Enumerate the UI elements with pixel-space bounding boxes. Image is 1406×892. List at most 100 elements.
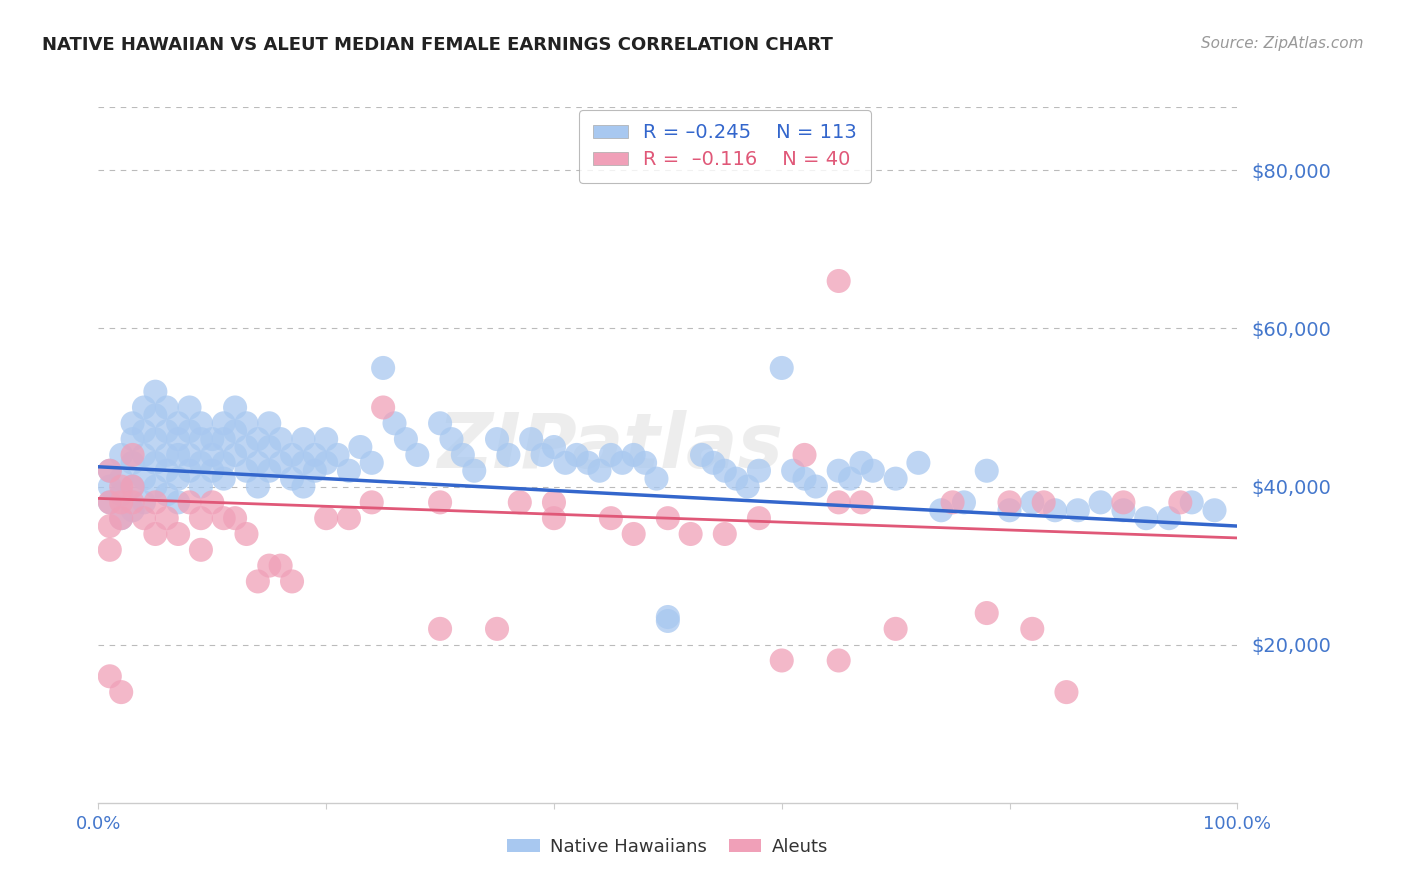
Point [98, 669, 121, 683]
Point [737, 479, 759, 493]
Point [509, 495, 531, 509]
Point [1157, 511, 1180, 525]
Point [1067, 503, 1090, 517]
Point [543, 495, 565, 509]
Point [793, 472, 815, 486]
Point [212, 432, 235, 446]
Point [224, 511, 246, 525]
Point [804, 479, 827, 493]
Point [121, 456, 143, 470]
Point [429, 495, 451, 509]
Point [132, 511, 155, 525]
Point [121, 417, 143, 431]
Point [1181, 495, 1204, 509]
Point [942, 495, 965, 509]
Point [1032, 495, 1054, 509]
Point [190, 432, 212, 446]
Point [121, 495, 143, 509]
Point [623, 448, 645, 462]
Point [326, 448, 349, 462]
Point [190, 417, 212, 431]
Point [190, 542, 212, 557]
Point [884, 622, 907, 636]
Point [179, 464, 201, 478]
Point [1043, 503, 1066, 517]
Point [1021, 495, 1043, 509]
Point [235, 464, 257, 478]
Point [498, 448, 520, 462]
Point [600, 448, 623, 462]
Point [429, 417, 451, 431]
Point [543, 511, 565, 525]
Point [98, 495, 121, 509]
Point [953, 495, 976, 509]
Point [406, 448, 429, 462]
Point [588, 464, 610, 478]
Point [98, 519, 121, 533]
Point [304, 448, 326, 462]
Point [884, 472, 907, 486]
Point [270, 432, 292, 446]
Point [132, 401, 155, 415]
Point [486, 622, 509, 636]
Point [110, 511, 132, 525]
Legend: Native Hawaiians, Aleuts: Native Hawaiians, Aleuts [501, 831, 835, 863]
Point [292, 479, 315, 493]
Point [976, 606, 998, 620]
Point [121, 479, 143, 493]
Point [315, 456, 337, 470]
Point [212, 511, 235, 525]
Point [1204, 503, 1226, 517]
Point [828, 464, 851, 478]
Point [1170, 495, 1192, 509]
Point [281, 472, 304, 486]
Point [543, 440, 565, 454]
Point [201, 432, 224, 446]
Point [281, 448, 304, 462]
Point [167, 495, 190, 509]
Point [1112, 503, 1135, 517]
Point [121, 448, 143, 462]
Point [246, 479, 269, 493]
Point [156, 464, 179, 478]
Point [132, 495, 155, 509]
Point [179, 448, 201, 462]
Point [110, 495, 132, 509]
Point [828, 274, 851, 288]
Point [451, 448, 474, 462]
Point [190, 479, 212, 493]
Point [714, 527, 737, 541]
Point [270, 456, 292, 470]
Text: Source: ZipAtlas.com: Source: ZipAtlas.com [1201, 36, 1364, 51]
Point [770, 361, 793, 376]
Point [145, 495, 167, 509]
Point [998, 495, 1021, 509]
Point [201, 448, 224, 462]
Point [259, 464, 281, 478]
Point [212, 472, 235, 486]
Point [395, 432, 418, 446]
Point [315, 432, 337, 446]
Point [565, 448, 588, 462]
Point [156, 448, 179, 462]
Point [156, 487, 179, 501]
Point [121, 432, 143, 446]
Point [190, 456, 212, 470]
Point [360, 495, 382, 509]
Point [167, 527, 190, 541]
Point [246, 574, 269, 589]
Point [440, 432, 463, 446]
Point [429, 622, 451, 636]
Point [714, 464, 737, 478]
Point [623, 527, 645, 541]
Point [235, 527, 257, 541]
Point [110, 487, 132, 501]
Point [167, 417, 190, 431]
Point [179, 495, 201, 509]
Point [167, 432, 190, 446]
Point [576, 456, 599, 470]
Point [748, 511, 770, 525]
Point [224, 401, 246, 415]
Point [110, 511, 132, 525]
Point [292, 456, 315, 470]
